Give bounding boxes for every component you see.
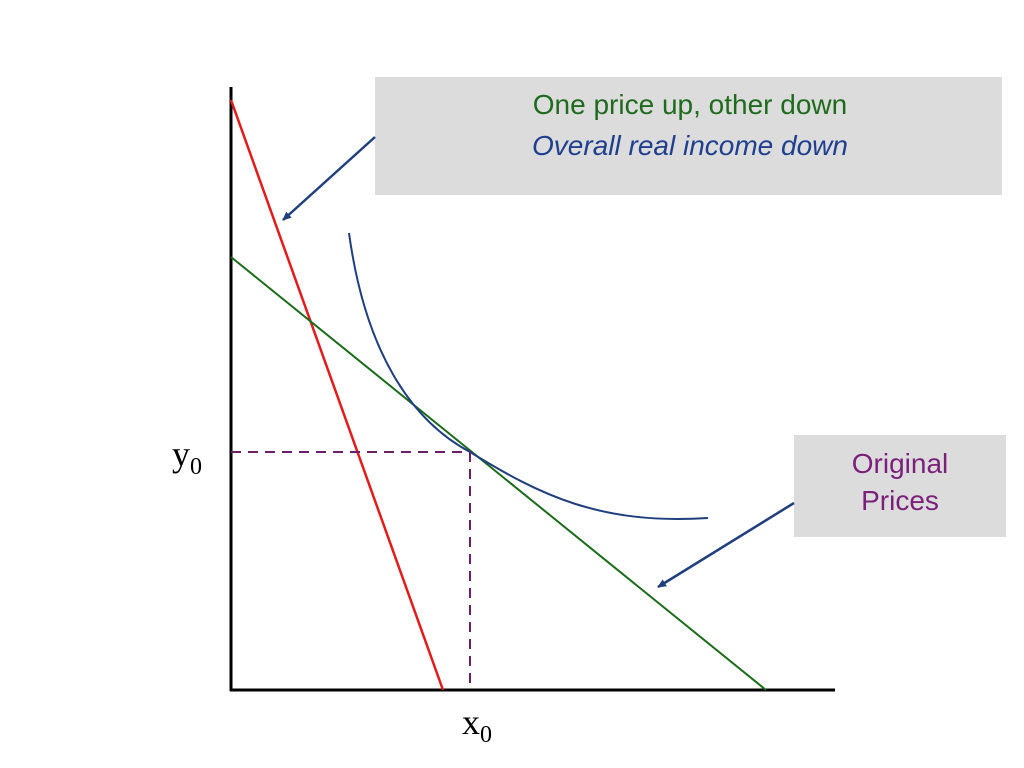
new-budget-line — [229, 99, 445, 691]
callout-box — [375, 77, 1002, 195]
callout-arrow — [657, 501, 795, 589]
x-label-main: x — [462, 702, 480, 742]
y-label-sub: 0 — [190, 454, 202, 480]
y-label-main: y — [172, 434, 190, 474]
x0-label: x0 — [462, 702, 492, 748]
original-budget-line — [230, 256, 767, 691]
callout-text: One price up, other down — [533, 89, 847, 120]
callout-text: Original — [852, 448, 948, 479]
callout-arrow — [282, 136, 376, 221]
x-label-sub: 0 — [480, 722, 492, 748]
y0-label: y0 — [172, 434, 202, 480]
callout-text: Prices — [861, 485, 939, 516]
callout-text: Overall real income down — [532, 130, 848, 161]
callout-box — [794, 435, 1006, 537]
